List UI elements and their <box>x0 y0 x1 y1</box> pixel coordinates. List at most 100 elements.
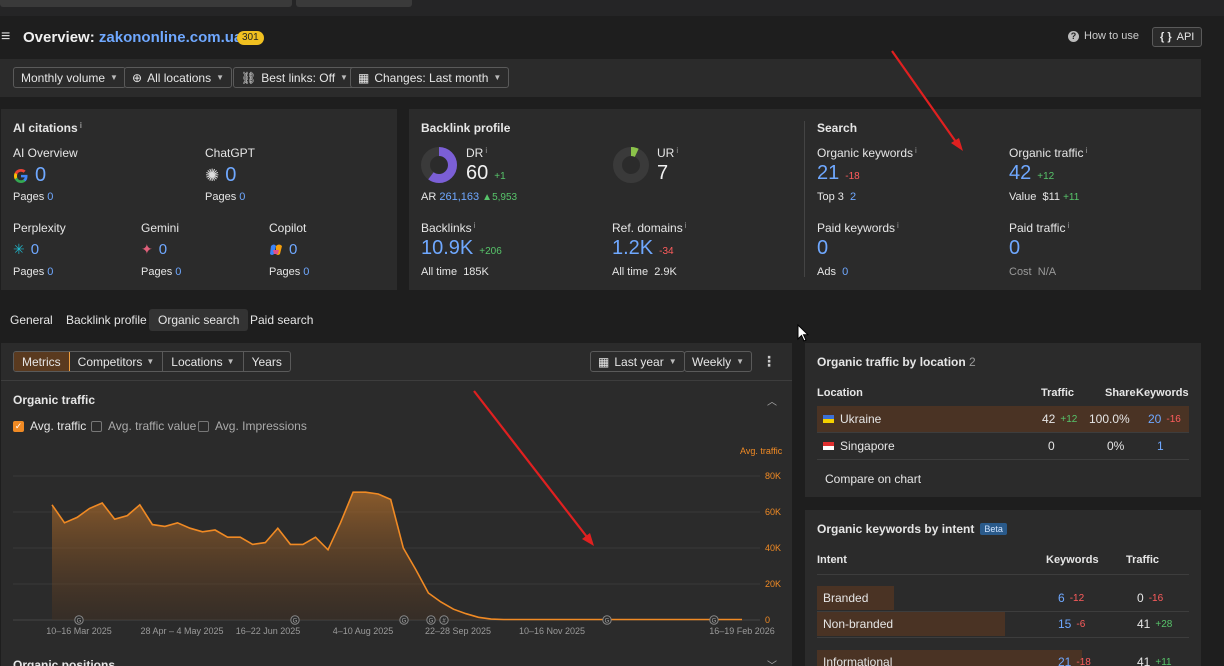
table-row[interactable]: Ukraine 42 +12 100.0% 20 -16 <box>817 406 1189 432</box>
table-row[interactable]: Singapore 0 0% 1 <box>817 433 1189 459</box>
gemini-metric[interactable]: ✦ 0 <box>141 241 168 258</box>
tab-paid-search[interactable]: Paid search <box>250 313 314 327</box>
svg-text:G: G <box>429 619 434 625</box>
update-marker-icon[interactable]: G <box>74 615 84 625</box>
update-marker-icon[interactable]: G <box>602 615 612 625</box>
paid-traffic-value[interactable]: 0 <box>1009 237 1021 259</box>
intent-share-bar <box>817 650 1082 666</box>
row-divider <box>817 637 1189 638</box>
how-to-use-link[interactable]: ? How to use <box>1068 30 1139 42</box>
weekly-dropdown[interactable]: Weekly ▼ <box>684 351 753 372</box>
location-table-header: Location Traffic Share Keywords <box>817 387 1189 399</box>
chatgpt-metric[interactable]: ✺ 0 <box>205 164 237 186</box>
openai-icon: ✺ <box>205 165 220 185</box>
perplexity-metric[interactable]: ✳ 0 <box>13 241 40 258</box>
help-icon: ? <box>1068 30 1079 42</box>
traffic-line <box>51 491 742 621</box>
search-title: Search <box>817 121 858 135</box>
organic-keywords-label: Organic keywords i <box>817 146 917 160</box>
table-row[interactable]: Branded 6 -12 0 -16 <box>817 585 1189 611</box>
tab-general[interactable]: General <box>10 313 53 327</box>
backlinks-metric[interactable]: 10.9K +206 <box>421 237 502 259</box>
tab-backlink-profile[interactable]: Backlink profile <box>66 313 147 327</box>
dr-metric[interactable]: 60 +1 <box>466 162 506 184</box>
years-button[interactable]: Years <box>251 354 282 369</box>
traffic-cell: 42 +12 <box>1042 412 1078 426</box>
gemini-icon: ✦ <box>141 241 153 257</box>
organic-keywords-metric[interactable]: 21 -18 <box>817 162 860 184</box>
metrics-button[interactable]: Metrics <box>14 352 70 371</box>
ai-overview-metric[interactable]: 0 <box>13 164 46 187</box>
top-strip-field-2[interactable] <box>296 0 412 7</box>
avg-impressions-checkbox[interactable]: Avg. Impressions <box>198 419 307 433</box>
panel-divider <box>1 380 792 381</box>
card-divider <box>804 121 805 277</box>
update-marker-icon[interactable]: G <box>426 615 436 625</box>
compare-on-chart-link[interactable]: Compare on chart <box>825 472 922 486</box>
browser-top-strip <box>0 0 1224 16</box>
copilot-icon <box>270 244 282 255</box>
location-cell: Ukraine <box>823 406 881 432</box>
perplexity-label: Perplexity <box>13 221 66 235</box>
tab-organic-search[interactable]: Organic search <box>149 309 249 331</box>
organic-traffic-chart: 80K 60K 40K 20K 0 10–16 Mar 2025 28 Apr – 4 M… <box>13 471 781 636</box>
calendar-icon: ▦ <box>598 354 610 369</box>
update-marker-icon[interactable]: G <box>709 615 719 625</box>
avg-traffic-checkbox[interactable]: ✓ Avg. traffic <box>13 419 87 433</box>
traffic-value-line: Value $11 +11 <box>1009 191 1080 203</box>
backlink-profile-title: Backlink profile <box>421 121 511 135</box>
traffic-cell: 0 -16 <box>1137 591 1164 605</box>
traffic-cell: 0 <box>1048 439 1055 453</box>
ref-domains-label: Ref. domains i <box>612 221 687 235</box>
keywords-by-intent-title: Organic keywords by intent Beta <box>817 522 1007 536</box>
paid-keywords-value[interactable]: 0 <box>817 237 829 259</box>
all-locations-dropdown[interactable]: ⊕ All locations ▼ <box>124 67 233 88</box>
traffic-cell: 41 +28 <box>1137 617 1173 631</box>
dr-label: DR i <box>466 146 488 160</box>
row-divider <box>817 459 1189 460</box>
chevron-down-icon: ▼ <box>216 73 225 82</box>
expand-chevron-icon[interactable]: ﹀ <box>767 657 777 666</box>
y-tick-label: 60K <box>765 507 781 517</box>
y-tick-label: 20K <box>765 579 781 589</box>
top-strip-field[interactable] <box>0 0 292 7</box>
locations-button[interactable]: Locations ▼ <box>163 352 244 371</box>
calendar-icon: ▦ <box>358 70 370 85</box>
paid-keywords-label: Paid keywords i <box>817 221 899 235</box>
google-icon <box>14 168 28 183</box>
domain-link[interactable]: zakononline.com.ua/ <box>98 29 247 46</box>
monthly-volume-dropdown[interactable]: Monthly volume ▼ <box>13 67 126 88</box>
update-marker-icon[interactable]: # <box>439 615 449 625</box>
best-links-dropdown[interactable]: ⛓ Best links: Off ▼ <box>233 67 356 88</box>
table-row[interactable]: Informational 21 -18 41 +11 <box>817 649 1189 666</box>
status-badge: 301 <box>237 31 264 45</box>
chevron-down-icon: ▼ <box>110 73 118 82</box>
update-marker-icon[interactable]: G <box>290 615 300 625</box>
chatgpt-label: ChatGPT <box>205 146 256 160</box>
location-cell: Singapore <box>823 433 895 459</box>
more-options-icon[interactable]: ⋮ <box>762 353 776 369</box>
ref-domains-metric[interactable]: 1.2K -34 <box>612 237 674 259</box>
x-tick-label: 10–16 Mar 2025 <box>46 626 112 636</box>
chevron-down-icon: ▼ <box>493 73 502 82</box>
last-year-dropdown[interactable]: ▦ Last year ▼ <box>590 351 685 372</box>
intent-cell: Branded <box>823 591 869 605</box>
menu-icon[interactable]: ≡ <box>1 28 11 45</box>
copilot-metric[interactable]: 0 <box>269 241 297 258</box>
collapse-chevron-icon[interactable]: ︿ <box>767 397 777 408</box>
link-icon: ⛓ <box>241 70 257 85</box>
avg-traffic-value-checkbox[interactable]: Avg. traffic value <box>91 419 196 433</box>
globe-icon: ⊕ <box>132 70 143 85</box>
gemini-pages: Pages 0 <box>141 266 182 278</box>
competitors-button[interactable]: Competitors ▼ <box>70 352 164 371</box>
organic-traffic-metric[interactable]: 42 +12 <box>1009 162 1055 184</box>
svg-text:G: G <box>293 619 298 625</box>
x-tick-label: 16–19 Feb 2026 <box>709 626 775 636</box>
share-cell: 0% <box>1107 439 1125 453</box>
x-tick-label: 22–28 Sep 2025 <box>425 626 491 636</box>
ur-value[interactable]: 7 <box>657 162 669 184</box>
changes-dropdown[interactable]: ▦ Changes: Last month ▼ <box>350 67 510 88</box>
table-row[interactable]: Non-branded 15 -6 41 +28 <box>817 611 1189 637</box>
api-button[interactable]: { } API <box>1152 27 1203 47</box>
update-marker-icon[interactable]: G <box>399 615 409 625</box>
